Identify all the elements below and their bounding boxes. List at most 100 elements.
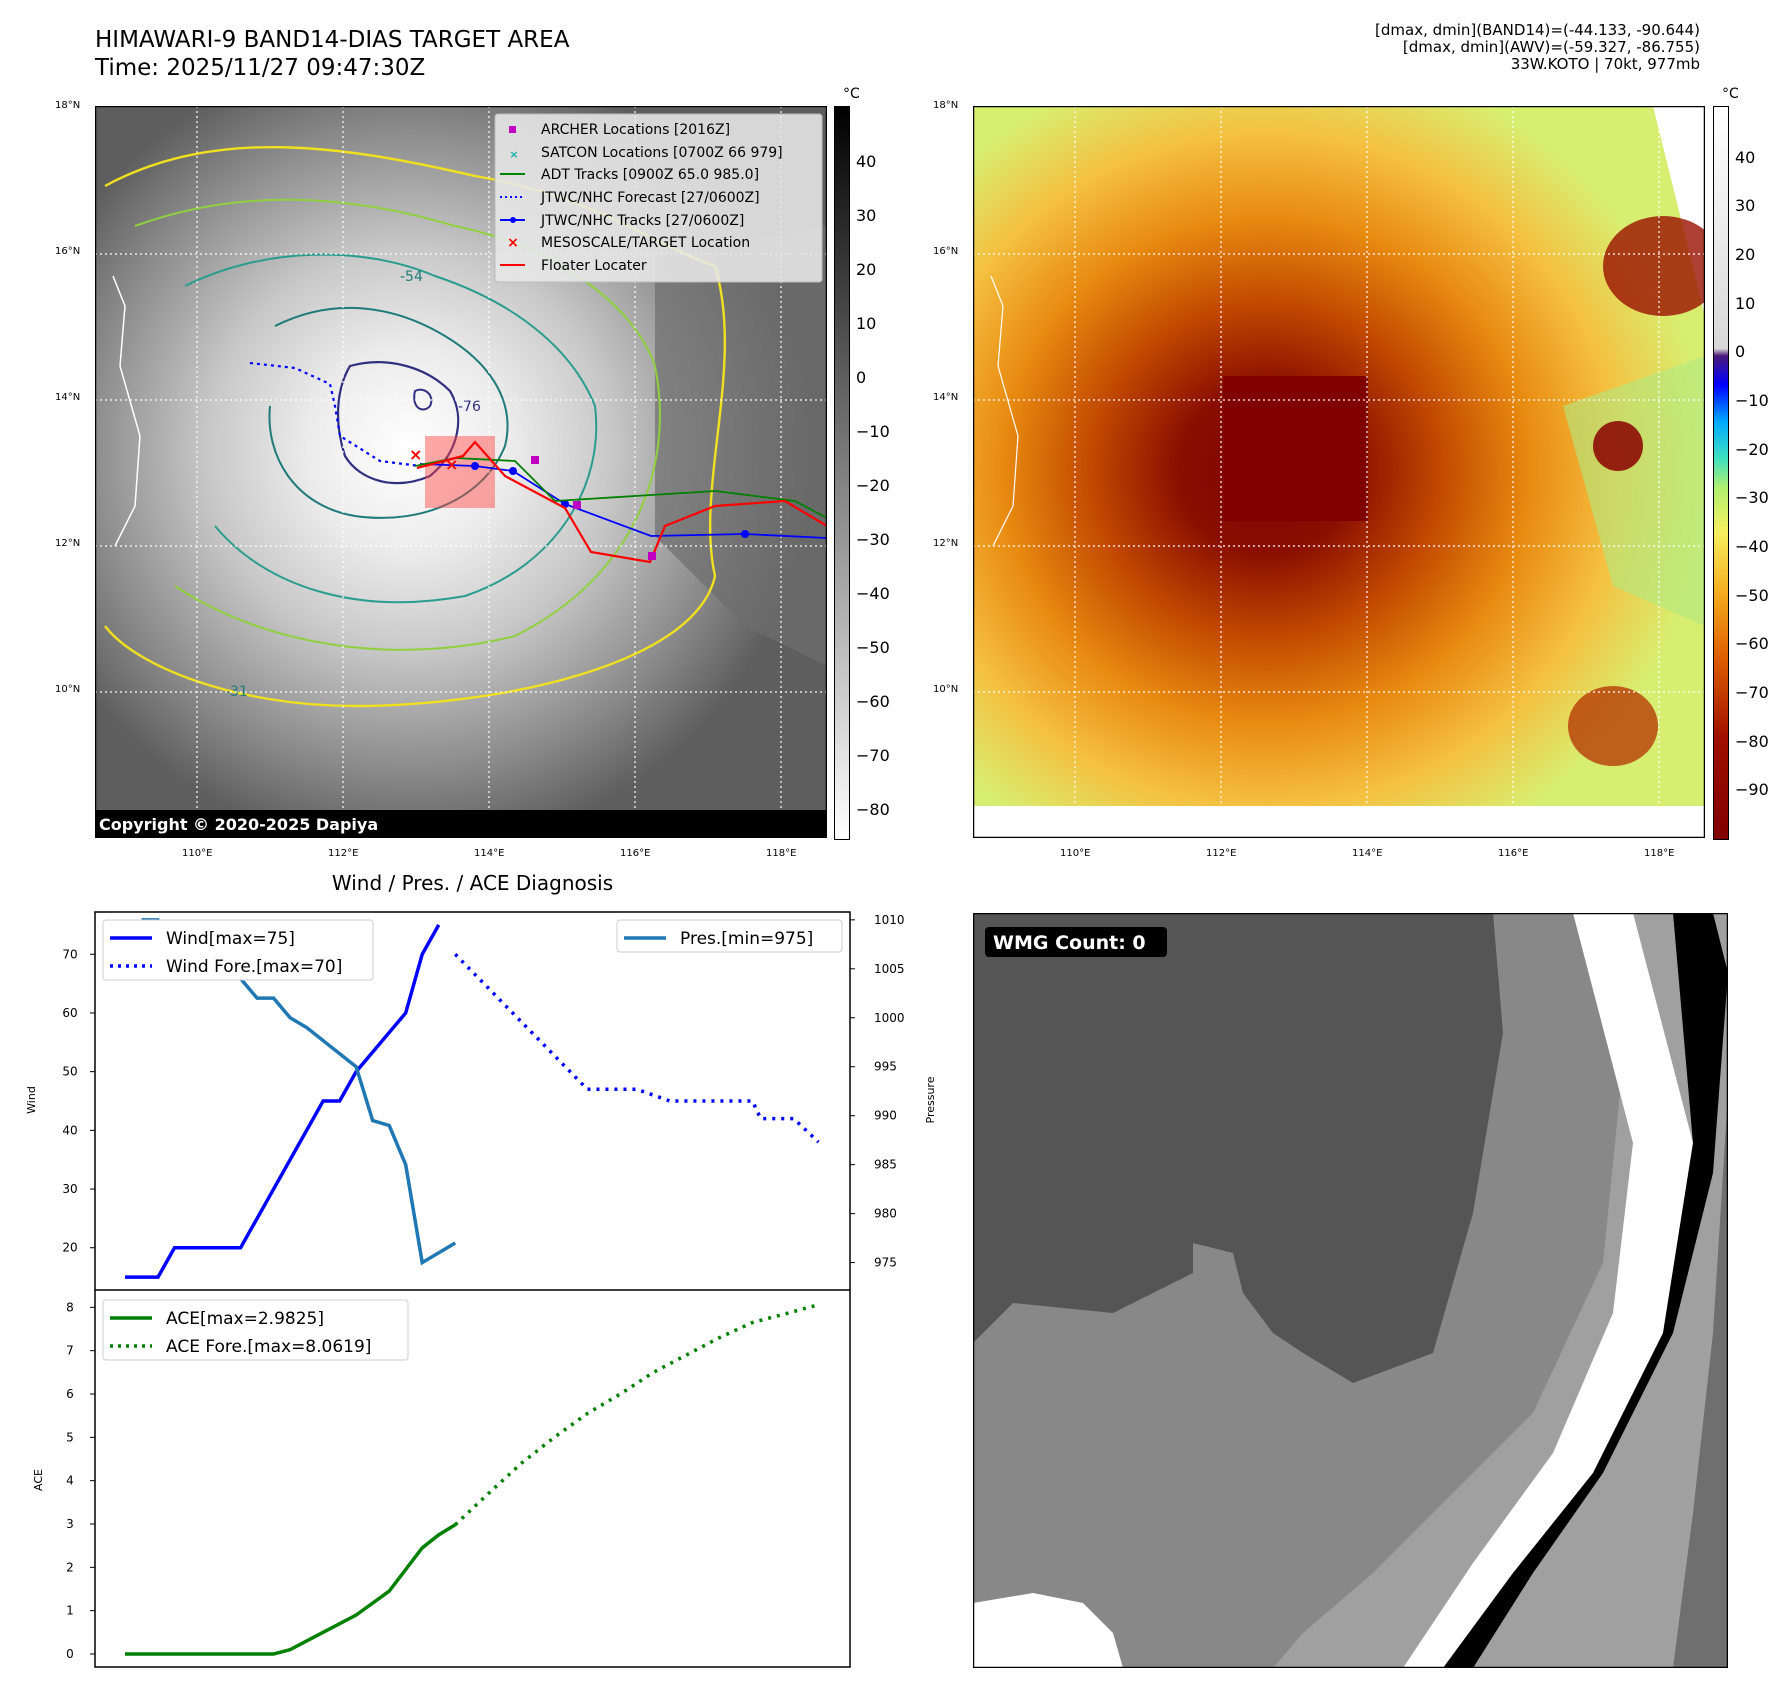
ace-series-group — [125, 1302, 819, 1656]
contour-label-2: -54 — [400, 269, 423, 285]
wind-axis: 20 30 40 50 60 70 — [62, 947, 95, 1255]
pressure-tick-label: 985 — [874, 1158, 897, 1172]
ace-tick-label: 2 — [66, 1560, 74, 1574]
ace-axis-label: ACE — [32, 1469, 45, 1491]
copyright-bar — [95, 810, 827, 838]
colorbar-right-tick: −50 — [1735, 586, 1769, 605]
lat-label: 14°N — [55, 392, 81, 403]
colorbar-right-tick: 10 — [1735, 294, 1756, 313]
lon-label: 116°E — [620, 848, 651, 859]
wind-tick-label: 60 — [62, 1006, 77, 1020]
wmg-badge — [985, 927, 1167, 957]
map-frame — [95, 106, 827, 838]
lon-label: 118°E — [1644, 848, 1675, 859]
colorbar-right-unit: °C — [1722, 86, 1739, 102]
legend-ace-forecast-label: ACE Fore.[max=8.0619] — [166, 1337, 371, 1357]
colorbar-right-tick: 30 — [1735, 196, 1756, 215]
lon-label: 110°E — [182, 848, 213, 859]
colorbar-left-tick: −10 — [856, 422, 890, 441]
pressure-tick-label: 975 — [874, 1256, 897, 1270]
cloud-gap — [655, 226, 827, 666]
map-legend: × × ARCHER Locations [2016Z] SATCON Loca… — [494, 113, 823, 283]
enhanced-map-panel — [973, 106, 1705, 838]
lon-label: 114°E — [1352, 848, 1383, 859]
colorbar-left-tick: 10 — [856, 314, 877, 333]
title-line-1: HIMAWARI-9 BAND14-DIAS TARGET AREA — [95, 27, 570, 53]
lat-label: 12°N — [55, 538, 81, 549]
colorbar-left-tick: −60 — [856, 692, 890, 711]
series-line-1 — [453, 953, 820, 1144]
colorbar-right-tick: −70 — [1735, 683, 1769, 702]
pressure-tick-label: 990 — [874, 1109, 897, 1123]
colorbar-left-tick: −40 — [856, 584, 890, 603]
wind-tick-label: 50 — [62, 1065, 77, 1079]
cold-cell — [1568, 686, 1658, 766]
colorbar-right — [1713, 106, 1729, 840]
colorbar-right-tick: −80 — [1735, 732, 1769, 751]
ace-tick-label: 6 — [66, 1387, 74, 1401]
pressure-axis: 975 980 985 990 995 1000 1005 1010 — [850, 913, 905, 1270]
legend-wind-label: Wind[max=75] — [166, 929, 295, 949]
wmg-panel: WMG Count: 0 — [973, 913, 1728, 1668]
colorbar-left-tick: −30 — [856, 530, 890, 549]
pressure-tick-label: 980 — [874, 1207, 897, 1221]
ace-tick-label: 0 — [66, 1647, 74, 1661]
wind-axis-label: Wind — [25, 1086, 38, 1114]
legend-label: JTWC/NHC Forecast [27/0600Z] — [540, 190, 760, 206]
ace-series-line-1 — [454, 1302, 819, 1527]
lon-label: 114°E — [474, 848, 505, 859]
wmg-count: WMG Count: 0 — [993, 932, 1146, 954]
lon-label: 116°E — [1498, 848, 1529, 859]
legend-satcon-icon: × — [509, 148, 518, 161]
colorbar-right-tick: −30 — [1735, 488, 1769, 507]
colorbar-left-tick: −80 — [856, 800, 890, 819]
colorbar-right-tick: 0 — [1735, 342, 1746, 361]
pressure-axis-label: Pressure — [924, 1076, 937, 1123]
colorbar-left-tick: 0 — [856, 368, 867, 387]
colorbar-left-tick: −70 — [856, 746, 890, 765]
colorbar-right-tick: 40 — [1735, 148, 1756, 167]
wmg-region-black — [1443, 913, 1728, 1668]
legend-ace-label: ACE[max=2.9825] — [166, 1309, 324, 1329]
ace-tick-label: 1 — [66, 1604, 74, 1618]
ace-legend: ACE[max=2.9825] ACE Fore.[max=8.0619] — [102, 1299, 409, 1361]
wind-tick-label: 40 — [62, 1123, 77, 1137]
wmg-region-lighter — [1273, 913, 1728, 1668]
legend-label: ARCHER Locations [2016Z] — [541, 122, 730, 138]
lon-label: 110°E — [1060, 848, 1091, 859]
colorbar-left-tick: −20 — [856, 476, 890, 495]
legend-archer-icon — [509, 126, 516, 133]
eye-region — [1223, 376, 1368, 521]
contour-eye — [413, 388, 433, 411]
pressure-legend: Pres.[min=975] — [616, 919, 843, 953]
title-line-2: Time: 2025/11/27 09:47:30Z — [95, 55, 426, 81]
colorbar-left — [834, 106, 850, 840]
ace-chart: 0 1 2 3 4 5 6 7 8 ACE ACE[max=2.9825] ACE Fore.[… — [32, 1290, 851, 1668]
wind-pressure-chart: 20 30 40 50 60 70 975 980 985 990 995 1000 1005 1010… — [25, 911, 937, 1291]
pressure-tick-label: 1000 — [874, 1011, 905, 1025]
lat-label: 16°N — [55, 246, 81, 257]
lat-label: 18°N — [55, 100, 81, 111]
archer-marker — [648, 552, 656, 560]
target-area-box — [425, 436, 495, 508]
mesoscale-marker: × — [445, 455, 458, 474]
jtwc-forecast-track — [249, 361, 421, 468]
wind-tick-label: 20 — [62, 1241, 77, 1255]
wind-legend: Wind[max=75] Wind Fore.[max=70] — [102, 919, 374, 981]
lon-label: 112°E — [328, 848, 359, 859]
ace-axis: 0 1 2 3 4 5 6 7 8 — [66, 1300, 95, 1661]
floater-track — [416, 440, 827, 564]
legend-mesoscale-icon: × — [507, 235, 519, 251]
archer-marker — [531, 456, 539, 464]
map-gridlines — [973, 106, 1705, 838]
colorbar-right-tick: −90 — [1735, 780, 1769, 799]
colorbar-right-tick: −10 — [1735, 391, 1769, 410]
legend-label: ADT Tracks [0900Z 65.0 985.0] — [541, 167, 759, 183]
lat-label: 14°N — [933, 392, 959, 403]
figure-title: HIMAWARI-9 BAND14-DIAS TARGET AREA Time:… — [95, 26, 569, 82]
contour-minus-60 — [268, 306, 509, 519]
contour-minus-40 — [134, 198, 661, 651]
ace-tick-label: 4 — [66, 1474, 74, 1488]
pressure-tick-label: 1005 — [874, 962, 905, 976]
map-frame — [973, 106, 1705, 838]
